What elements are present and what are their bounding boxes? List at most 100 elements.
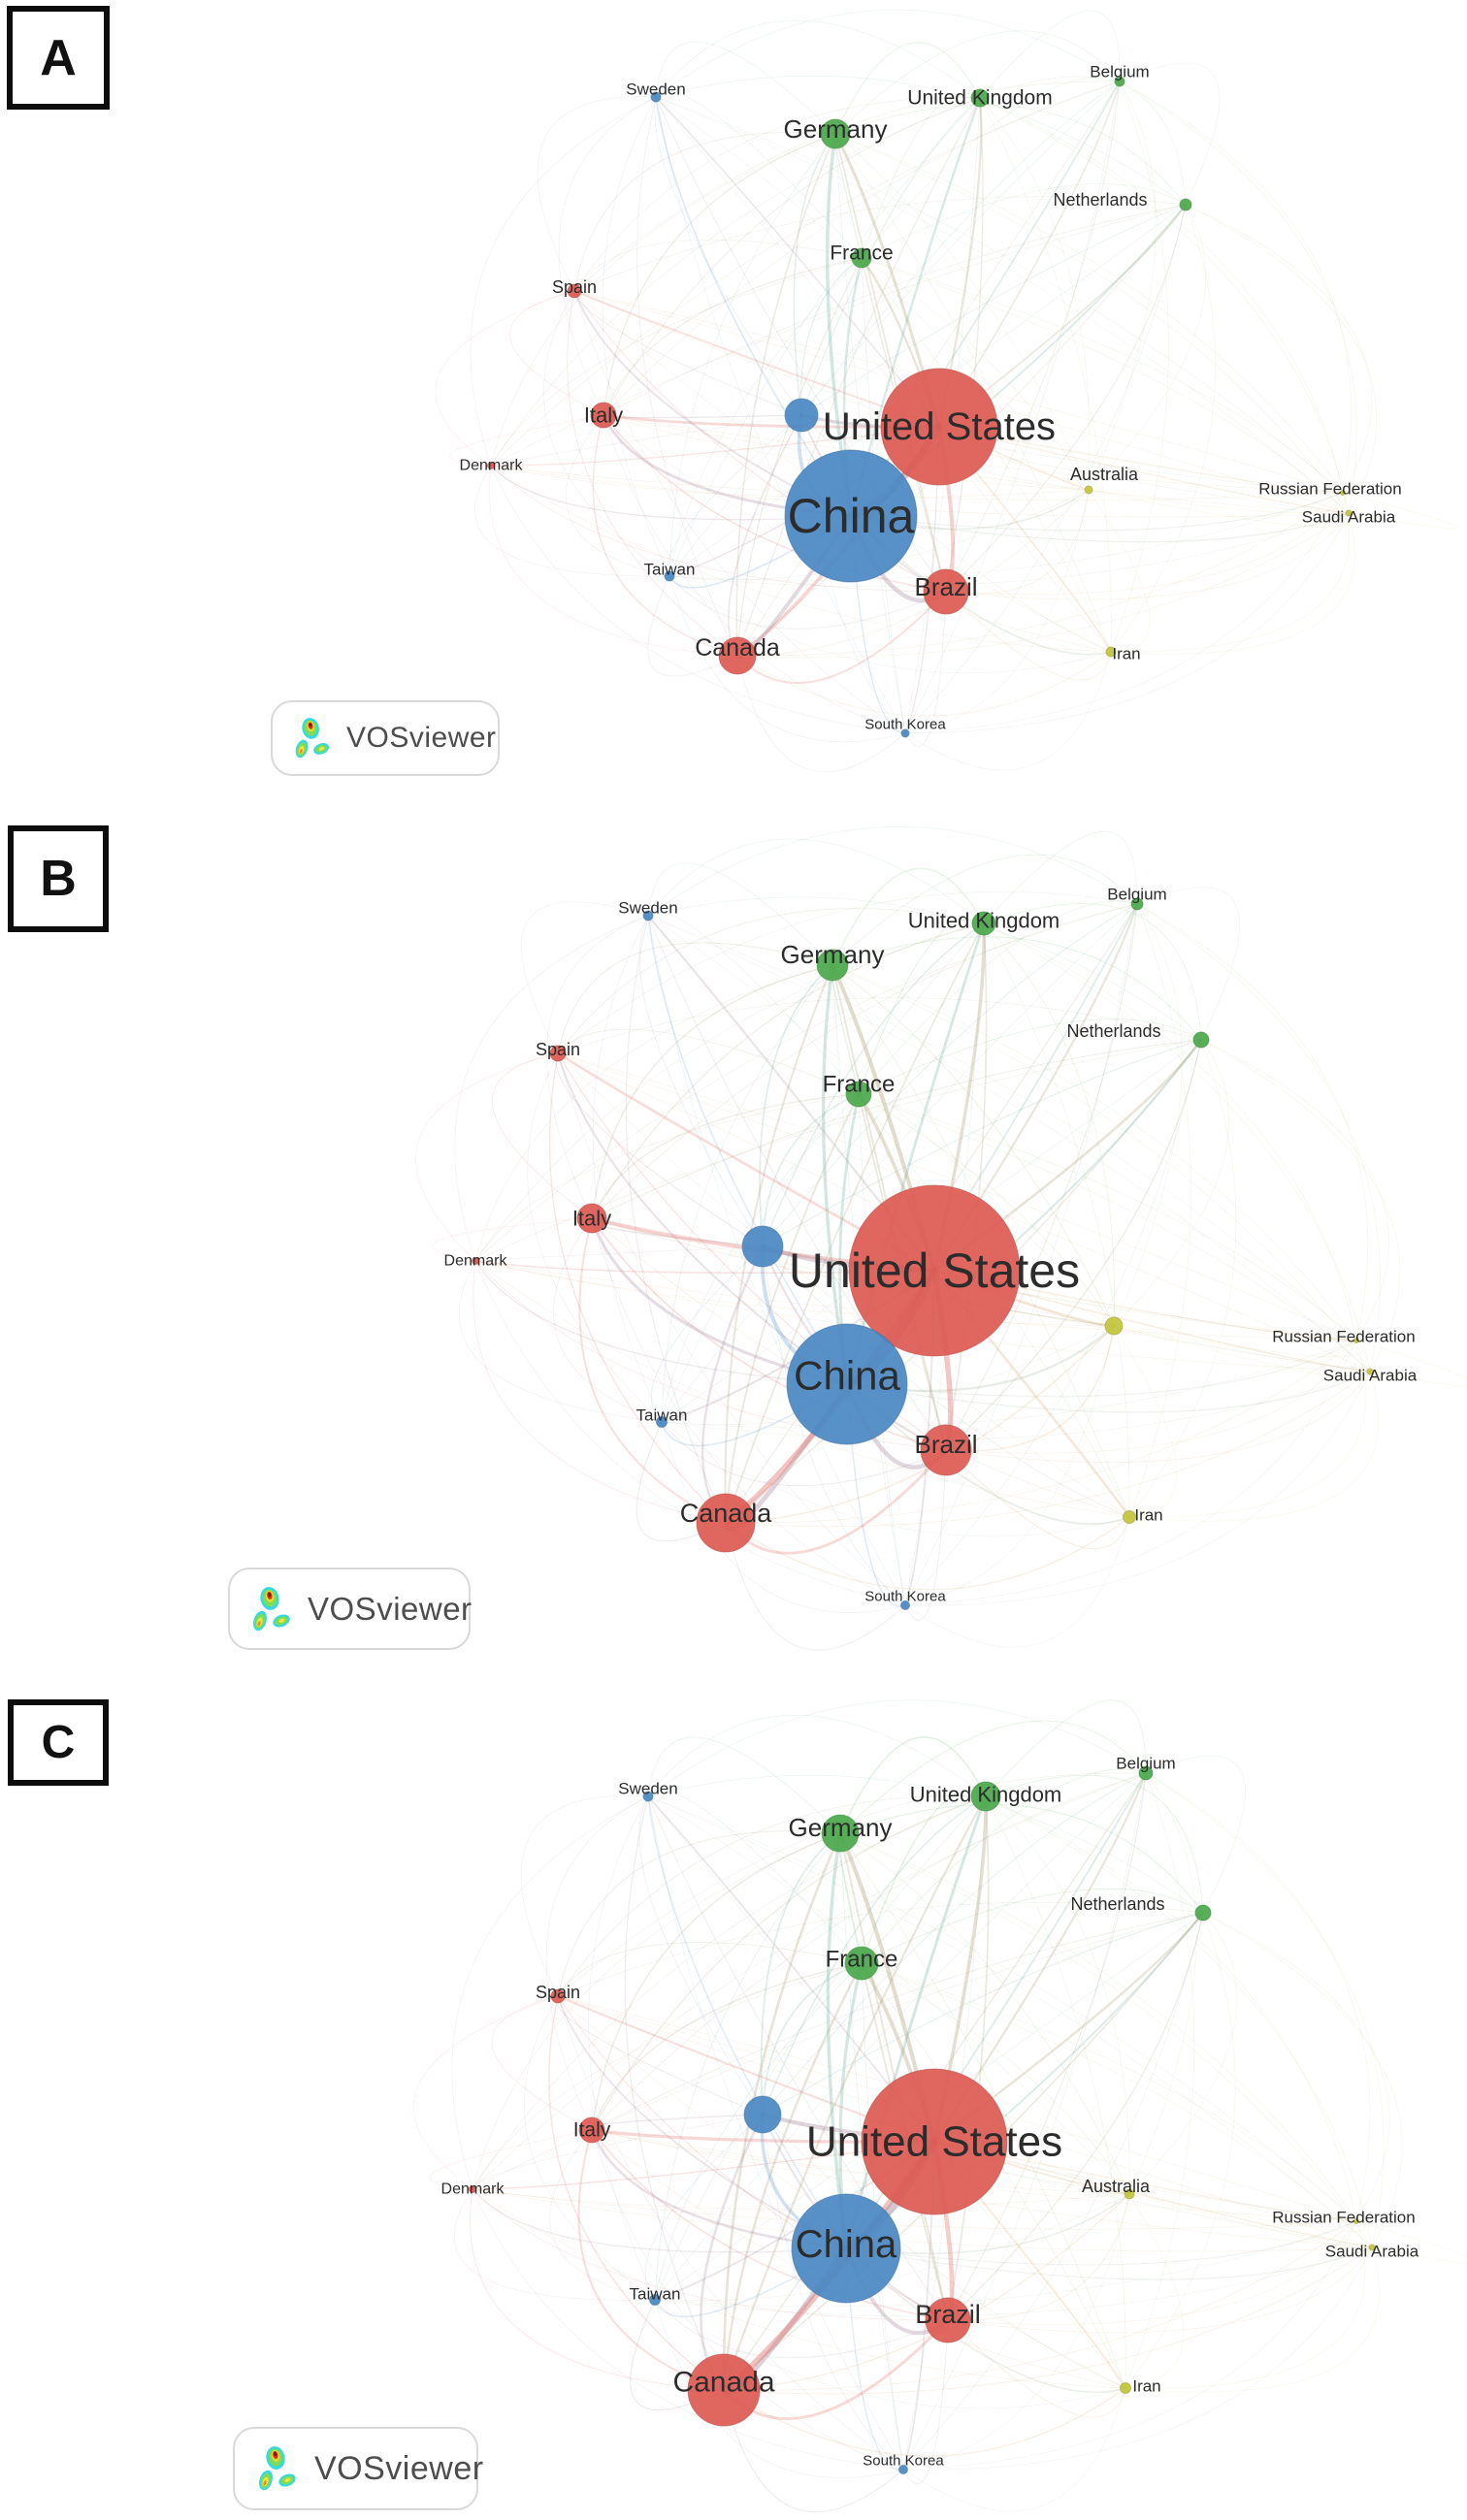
node-united-states [861, 2068, 1008, 2215]
vosviewer-badge-a: VOSviewer [271, 700, 500, 776]
edge [603, 204, 1187, 416]
panel-c-letter-box: C [8, 1699, 109, 1786]
edge [591, 2129, 1130, 2195]
edge [557, 1830, 841, 1997]
edge [861, 1962, 1130, 2195]
edge [624, 1795, 725, 2391]
edge [647, 896, 1202, 1041]
edge [861, 1888, 1204, 1964]
edge [591, 2129, 904, 2471]
edge [725, 1325, 1115, 1524]
edge [557, 1052, 1130, 1518]
edge [472, 1832, 841, 2190]
nodes-layer [487, 76, 1353, 738]
node-spain [549, 1045, 567, 1062]
node-italy [576, 1203, 607, 1234]
edge [839, 1736, 987, 1834]
edge [831, 964, 1115, 1327]
edge [647, 1715, 987, 1797]
label-saudi-arabia: Saudi Arabia [1325, 2243, 1419, 2261]
vosviewer-logo-icon [295, 718, 330, 759]
node-germany [820, 118, 851, 149]
node-china [786, 1323, 908, 1445]
edge [668, 492, 1344, 581]
panel-b-letter: B [40, 851, 77, 907]
edge [655, 96, 1350, 514]
edge [543, 290, 670, 577]
edge [591, 1832, 841, 2131]
edge [839, 1804, 1204, 1914]
edge [432, 1217, 593, 1262]
edge [1110, 512, 1355, 655]
edge [725, 1516, 1130, 1591]
edge [661, 1421, 1130, 1537]
edge [846, 1340, 1357, 1398]
label-denmark: Denmark [460, 458, 524, 474]
edge [1128, 1039, 1237, 1518]
label-canada: Canada [695, 634, 780, 662]
edge [858, 919, 985, 1095]
edge [1125, 1912, 1236, 2389]
edge [902, 1912, 1204, 2471]
edge [661, 1340, 1357, 1429]
edge [736, 492, 1344, 657]
edge [591, 1912, 1204, 2131]
edge [762, 1912, 1204, 2116]
edge [650, 1245, 764, 1423]
edge [800, 204, 1187, 416]
node-australia [1124, 2188, 1135, 2200]
label-germany: Germany [781, 940, 885, 969]
edge [1110, 81, 1169, 653]
edge [945, 204, 1187, 593]
edge [1119, 81, 1353, 494]
edge [591, 2129, 1373, 2248]
edge [1125, 1772, 1195, 2389]
label-denmark: Denmark [441, 2181, 505, 2198]
edge [1200, 1039, 1389, 1341]
edge [1110, 492, 1351, 653]
edge [591, 903, 1138, 1219]
edge [861, 257, 1350, 514]
node-saudi-arabia [1368, 2244, 1376, 2251]
edge [725, 1340, 1357, 1524]
edge [472, 1962, 863, 2190]
edge [654, 1962, 863, 2301]
edge [904, 1325, 1115, 1606]
edge [1125, 2193, 1185, 2389]
node-unlabeled [784, 398, 819, 433]
edge [638, 1795, 764, 2116]
edge [490, 465, 852, 521]
edge [474, 922, 985, 1262]
edge [1088, 489, 1347, 513]
edge [655, 96, 852, 517]
edge [557, 1942, 863, 1997]
label-sweden: Sweden [626, 81, 685, 99]
label-sweden: Sweden [618, 899, 677, 918]
edge [557, 891, 1138, 1054]
edge [661, 964, 833, 1423]
edge [557, 942, 833, 1054]
edge [472, 2141, 935, 2190]
edge [647, 1795, 904, 2471]
label-france: France [830, 242, 893, 265]
node-belgium [1114, 76, 1125, 87]
edge [736, 489, 1090, 657]
edge [545, 1795, 649, 2131]
edge [654, 1832, 841, 2301]
edge [474, 903, 1138, 1262]
node-germany [821, 1814, 860, 1853]
panel-b-letter-box: B [8, 825, 109, 932]
edge [654, 2220, 1357, 2308]
edge [472, 2188, 847, 2253]
edge [592, 414, 738, 657]
edge [573, 131, 836, 292]
edge [904, 651, 1112, 771]
edge [661, 1421, 906, 1613]
edge [800, 81, 1121, 416]
nodes-layer [472, 897, 1374, 1610]
label-united-states: United States [806, 2118, 1062, 2166]
node-south-korea [900, 1600, 910, 1610]
edge [491, 1052, 593, 1219]
panel-a-letter-box: A [7, 6, 110, 110]
edge [490, 97, 981, 467]
